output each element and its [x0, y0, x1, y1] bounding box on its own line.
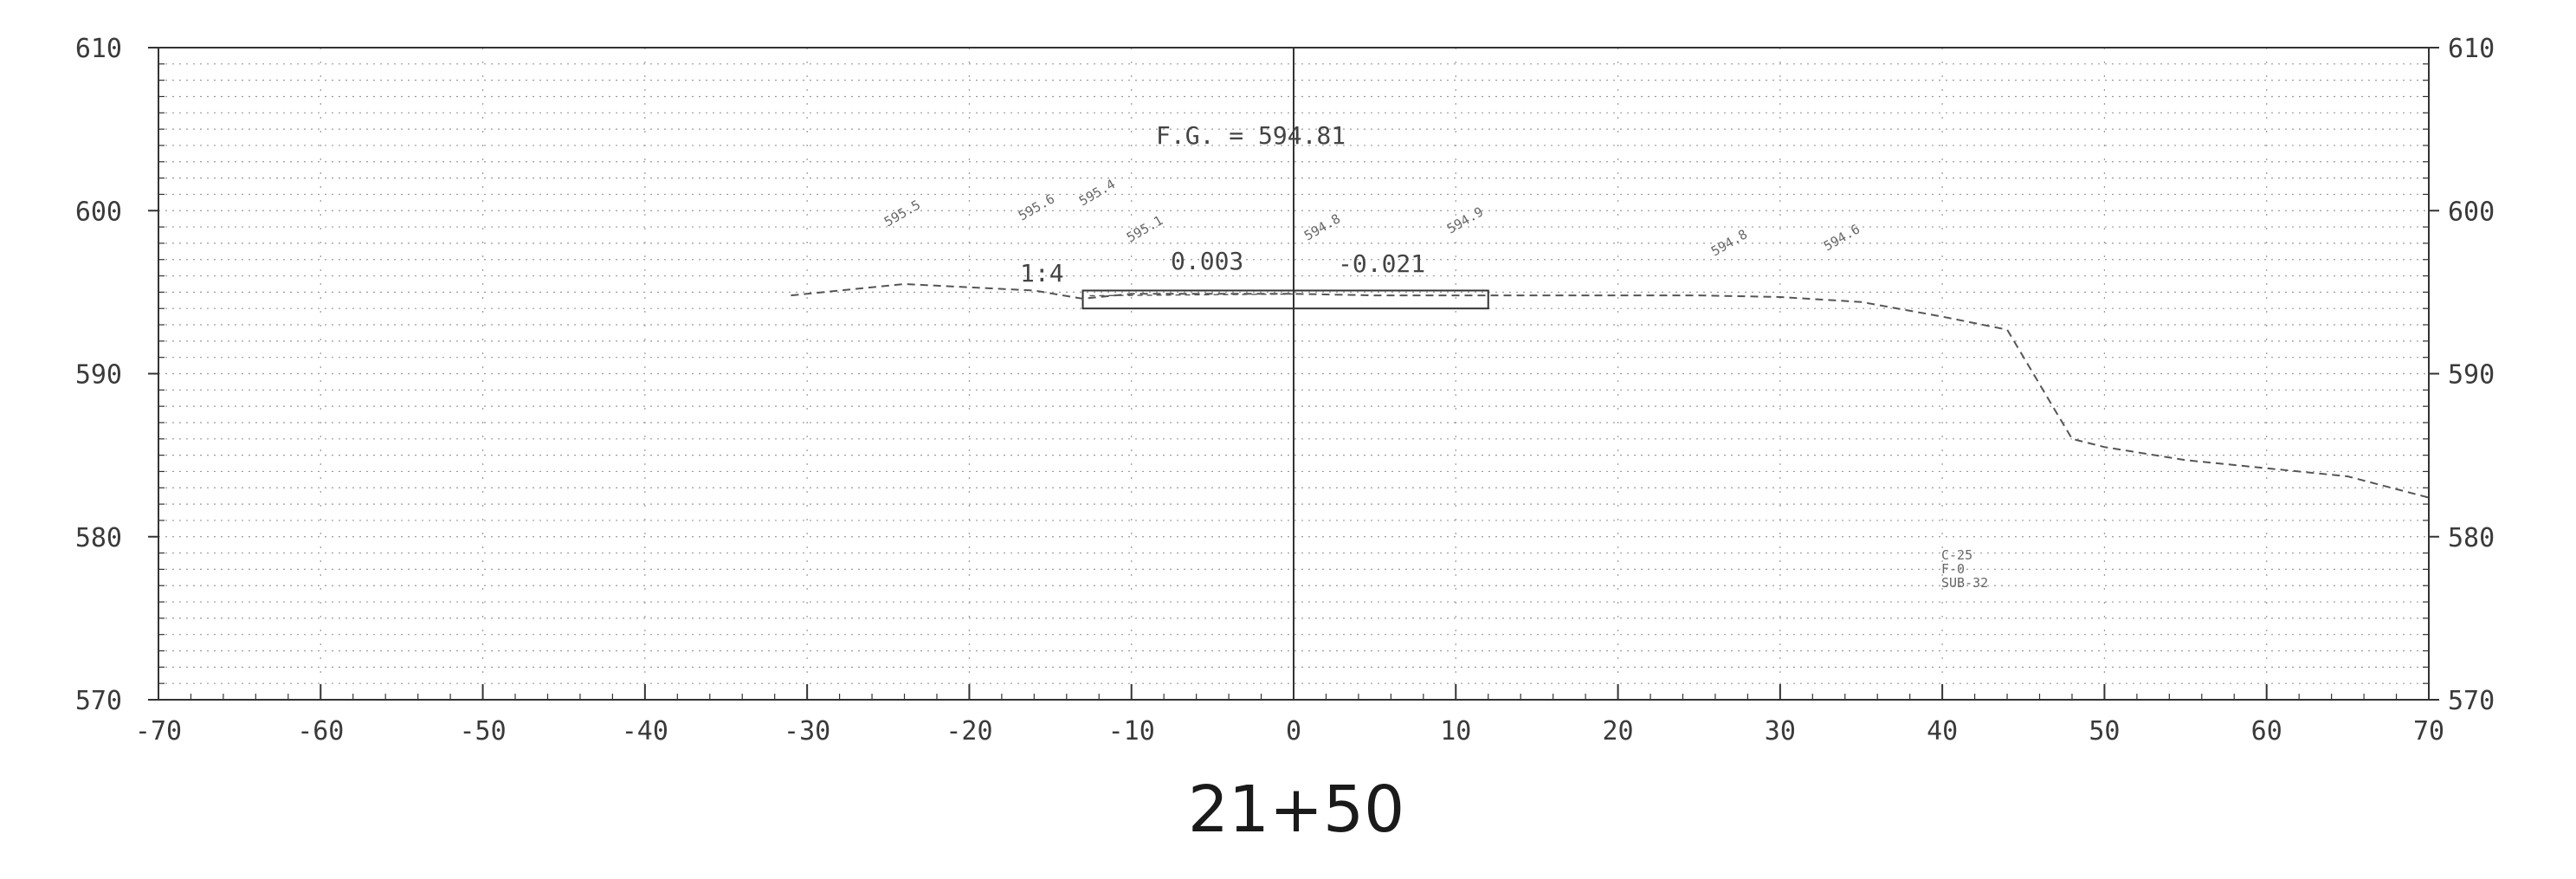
soil-note-line-1: C-25 [1941, 547, 1972, 563]
x-axis-label: -50 [459, 716, 506, 747]
point-label: 594.8 [1301, 210, 1343, 243]
y-axis-left-label: 590 [75, 360, 122, 391]
y-axis-left-label: 610 [75, 34, 122, 64]
x-axis-label: -60 [297, 716, 344, 747]
x-axis-label: 40 [1927, 716, 1958, 747]
x-axis-label: 30 [1765, 716, 1796, 747]
slope-right-label: -0.021 [1338, 249, 1425, 278]
x-axis-label: 60 [2251, 716, 2282, 747]
station-label: 21+50 [1188, 772, 1404, 847]
x-axis-label: 20 [1603, 716, 1634, 747]
y-axis-right-label: 570 [2448, 686, 2495, 716]
fg-label: F.G. = 594.81 [1156, 121, 1346, 150]
point-label: 595.5 [881, 197, 923, 229]
x-axis-labels: -70 -60 -50 -40 -30 -20 -10 0 10 20 30 40 50 60 70 [135, 716, 2444, 747]
x-axis-label: 10 [1440, 716, 1471, 747]
point-label: 594.9 [1444, 204, 1486, 236]
y-axis-right-labels: 610 600 590 580 570 [2448, 34, 2495, 716]
slope-left-label: 0.003 [1171, 247, 1243, 275]
ground-line [791, 282, 2430, 499]
point-label: 594.8 [1708, 226, 1750, 259]
x-axis-label: 70 [2413, 716, 2444, 747]
point-label: 595.6 [1016, 191, 1057, 223]
x-axis-label: 50 [2089, 716, 2120, 747]
y-axis-right-label: 600 [2448, 197, 2495, 227]
y-axis-right-label: 590 [2448, 360, 2495, 391]
x-axis-label: -20 [946, 716, 992, 747]
y-axis-left-label: 580 [75, 523, 122, 553]
slope-ratio-label: 1:4 [1020, 259, 1064, 288]
y-axis-right-label: 580 [2448, 523, 2495, 553]
point-label: 595.1 [1124, 212, 1165, 245]
point-label: 595.4 [1076, 176, 1118, 209]
y-axis-left-label: 600 [75, 197, 122, 227]
x-axis-label: 0 [1286, 716, 1301, 747]
point-label: 594.6 [1821, 221, 1863, 254]
soil-note-line-2: F-0 [1941, 561, 1965, 577]
x-axis-label: -30 [784, 716, 830, 747]
y-axis-left-label: 570 [75, 686, 122, 716]
existing-ground-line [791, 282, 2430, 499]
x-axis-label: -10 [1108, 716, 1155, 747]
axis-ticks [148, 47, 2439, 701]
dotted-grid [158, 48, 2429, 700]
x-axis-label: -70 [135, 716, 182, 747]
x-axis-label: -40 [622, 716, 668, 747]
soil-note-line-3: SUB-32 [1941, 575, 1988, 591]
y-axis-right-label: 610 [2448, 34, 2495, 64]
y-axis-left-labels: 610 600 590 580 570 [75, 34, 122, 716]
